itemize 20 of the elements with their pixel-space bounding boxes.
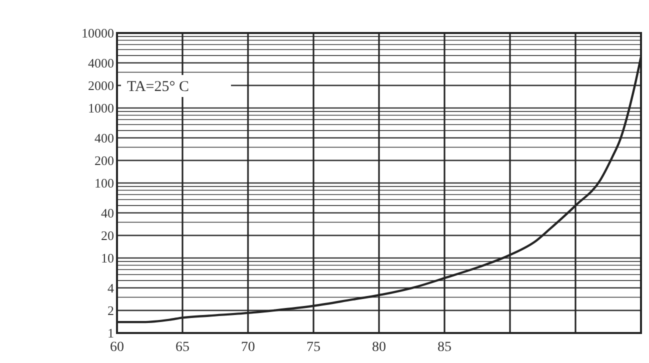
x-tick-label: 60 [110, 340, 124, 355]
y-tick-label: 1000 [88, 100, 114, 116]
x-tick-label: 75 [306, 340, 320, 355]
y-tick-label: 2 [108, 302, 114, 318]
y-tick-label: 4 [108, 280, 114, 296]
y-tick-label: 10 [101, 250, 114, 266]
y-tick-label: 400 [94, 130, 114, 146]
y-tick-label: 20 [101, 228, 114, 243]
x-tick-label: 70 [241, 340, 255, 355]
y-tick-label: 100 [94, 176, 114, 191]
y-tick-label: 200 [94, 152, 114, 168]
y-tick-label: 10000 [82, 26, 114, 41]
y-tick-label: 1 [108, 326, 114, 341]
x-tick-label: 85 [438, 340, 452, 355]
y-tick-label: 2000 [88, 78, 114, 93]
x-tick-label: 80 [372, 340, 386, 355]
x-tick-label: 65 [176, 340, 190, 355]
y-tick-label: 40 [101, 205, 114, 220]
annotation: TA=25° C [127, 79, 190, 95]
y-tick-label: 4000 [88, 55, 114, 70]
